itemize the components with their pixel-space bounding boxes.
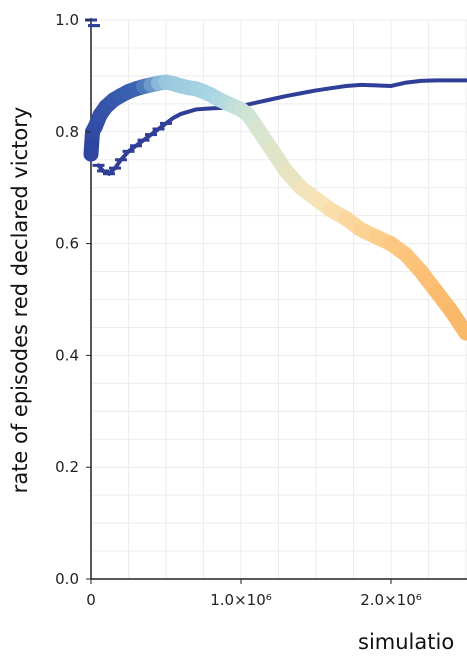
x-tick-label: 0 <box>86 591 96 609</box>
y-tick-label: 0.2 <box>55 458 79 476</box>
y-tick-label: 0.0 <box>55 570 79 588</box>
y-tick-label: 0.6 <box>55 235 79 253</box>
grid-lines <box>90 19 467 580</box>
x-tick-label: 1.0×10⁶ <box>210 591 272 609</box>
x-tick-label: 2.0×10⁶ <box>360 591 422 609</box>
axes <box>90 18 467 580</box>
series-layer <box>83 18 467 341</box>
y-axis-label: rate of episodes red declared victory <box>8 107 32 494</box>
series-segment <box>443 303 467 341</box>
y-tick-label: 1.0 <box>55 11 79 29</box>
y-tick-label: 0.4 <box>55 346 79 364</box>
tick-labels: 0.0 0.2 0.4 0.6 0.8 1.0 0 1.0×10⁶ 2.0×10⁶ <box>55 11 422 609</box>
y-tick-label: 0.8 <box>55 123 79 141</box>
x-axis-label: simulatio <box>358 630 454 654</box>
